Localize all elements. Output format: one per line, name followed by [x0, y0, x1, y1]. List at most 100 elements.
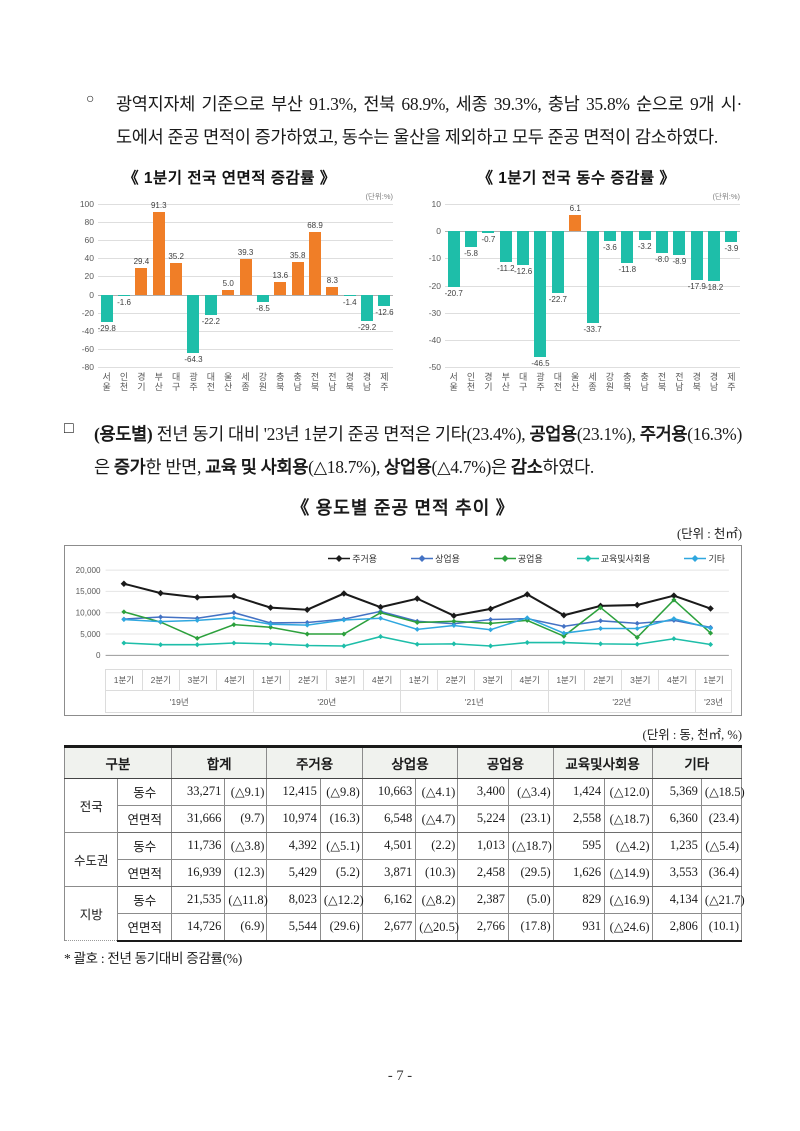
value-cell: 16,939	[170, 858, 226, 887]
percent-cell: (△5.4)	[700, 831, 743, 860]
legend-label: 기타	[708, 554, 725, 565]
value-cell: 829	[552, 885, 606, 914]
gridline	[98, 240, 393, 242]
percent-cell: (5.0)	[508, 885, 554, 914]
value-cell: 2,766	[457, 912, 510, 942]
value-cell: 1,013	[457, 831, 510, 860]
bar-value-label: -12.6	[514, 267, 533, 277]
bar	[361, 294, 374, 321]
table-body: 전국 동수 33,271 (△9.1) 12,415 (△9.8) 10,663 (△4.1)…	[63, 777, 745, 942]
quarter-label: 2분기	[584, 668, 622, 691]
quarter-label: 4분기	[215, 668, 253, 691]
value-cell: 3,400	[457, 777, 510, 806]
bar	[135, 267, 148, 295]
bar-slot: -29.8	[98, 204, 116, 367]
bar-slot: -22.7	[549, 204, 567, 367]
bar-slot: -33.7	[583, 204, 602, 367]
bar	[222, 290, 235, 295]
bar-value-label: -20.7	[444, 289, 463, 299]
legend-label: 상업용	[435, 554, 460, 565]
bar-slot: -46.5	[531, 204, 550, 368]
y-tick-label: -10	[428, 253, 441, 264]
table-row: 전국 동수 33,271 (△9.1) 12,415 (△9.8) 10,663 (△4.1)…	[63, 777, 745, 833]
bar	[118, 294, 131, 296]
circle-bullet-icon: ○	[86, 92, 95, 107]
text-segment: 상업용	[384, 457, 432, 478]
quarter-label: 1분기	[695, 668, 732, 691]
text-segment: 감소	[510, 457, 543, 478]
table-row: 연면적 16,939 (12.3) 5,429 (5.2) 3,871 (10.3) 2,45…	[65, 858, 743, 887]
bar-value-label: 39.3	[237, 247, 254, 257]
paragraph-usage-text: (용도별) 전년 동기 대비 '23년 1분기 준공 면적은 기타(23.4%)…	[94, 418, 742, 484]
bar-slot: -29.2	[358, 204, 376, 367]
percent-cell: (△3.8)	[224, 831, 268, 860]
percent-cell: (△16.9)	[604, 885, 653, 914]
bar-value-label: -33.7	[583, 324, 602, 334]
metric-cell: 연면적	[117, 912, 172, 942]
table-unit-label: (단위 : 동, 천㎡, %)	[642, 727, 742, 742]
square-bullet-icon: □	[64, 420, 74, 438]
y-tick-label: -40	[428, 334, 441, 345]
percent-cell: (5.2)	[319, 858, 363, 887]
bar-slot: -12.6	[375, 204, 394, 367]
bar-slot: -17.9	[688, 204, 706, 367]
svg-text:0: 0	[96, 651, 101, 660]
bar-value-label: 13.6	[272, 271, 289, 281]
metric-cell: 동수	[117, 777, 172, 806]
quarter-label: 2분기	[289, 668, 327, 691]
y-tick-label: -20	[81, 307, 94, 318]
bar-slot: -3.9	[723, 204, 740, 367]
bar-slot: -22.2	[202, 204, 220, 367]
text-segment: (23.1%),	[576, 424, 640, 445]
percent-cell: (6.9)	[224, 912, 268, 942]
value-cell: 2,558	[552, 804, 606, 833]
table-footnote: * 괄호 : 전년 동기대비 증감률(%)	[64, 950, 242, 966]
year-label: '23년	[695, 690, 732, 713]
value-cell: 931	[552, 912, 606, 942]
percent-cell: (10.1)	[700, 912, 743, 942]
quarter-label: 3분기	[326, 668, 364, 691]
value-cell: 2,387	[457, 885, 510, 914]
legend-marker-icon	[684, 555, 707, 563]
bar-value-label: -8.5	[256, 304, 270, 314]
bar-value-label: -29.2	[357, 322, 377, 332]
bar	[482, 231, 495, 234]
percent-cell: (△4.2)	[604, 831, 653, 860]
bar-slot: 8.3	[324, 204, 341, 367]
percent-cell: (△14.9)	[604, 858, 653, 887]
bar	[187, 294, 200, 353]
unit-label: (단위:%)	[365, 192, 393, 201]
region-cell: 지방	[63, 885, 119, 942]
bar-slot: -8.9	[671, 204, 688, 367]
x-axis-quarters: 1분기 2분기 3분기 4분기 1분기 2분기 3분기 4분기 1분기 2분기 3분기 4분기 1분기 2…	[105, 668, 732, 691]
legend-marker-icon	[576, 555, 599, 563]
summary-table-wrap: 구분 합계 주거용 상업용 공업용 교육및사회용 기타 전국 동수 33,271 (△9.1) 12,…	[63, 744, 745, 942]
y-tick-label: -20	[428, 280, 441, 291]
legend-marker-icon	[411, 555, 434, 563]
legend-marker-icon	[493, 555, 516, 563]
y-tick-label: 100	[79, 199, 94, 209]
gridline	[445, 339, 740, 341]
bar-slot: -20.7	[445, 204, 463, 367]
percent-cell: (10.3)	[415, 858, 459, 887]
bar	[256, 294, 269, 303]
value-cell: 10,974	[266, 804, 321, 833]
bar-slot: -5.8	[462, 204, 479, 367]
bar-value-label: -12.6	[375, 307, 394, 317]
bar	[447, 231, 460, 288]
bar-value-label: -1.4	[342, 297, 357, 307]
metric-cell: 연면적	[117, 858, 172, 887]
bar	[170, 262, 183, 295]
bar-value-label: -64.3	[184, 354, 203, 364]
value-cell: 2,458	[457, 858, 510, 887]
percent-cell: (△8.2)	[415, 885, 459, 914]
bar	[690, 231, 703, 280]
y-tick-label: -30	[428, 307, 441, 318]
percent-cell: (9.7)	[224, 804, 268, 833]
value-cell: 33,271	[170, 777, 226, 806]
